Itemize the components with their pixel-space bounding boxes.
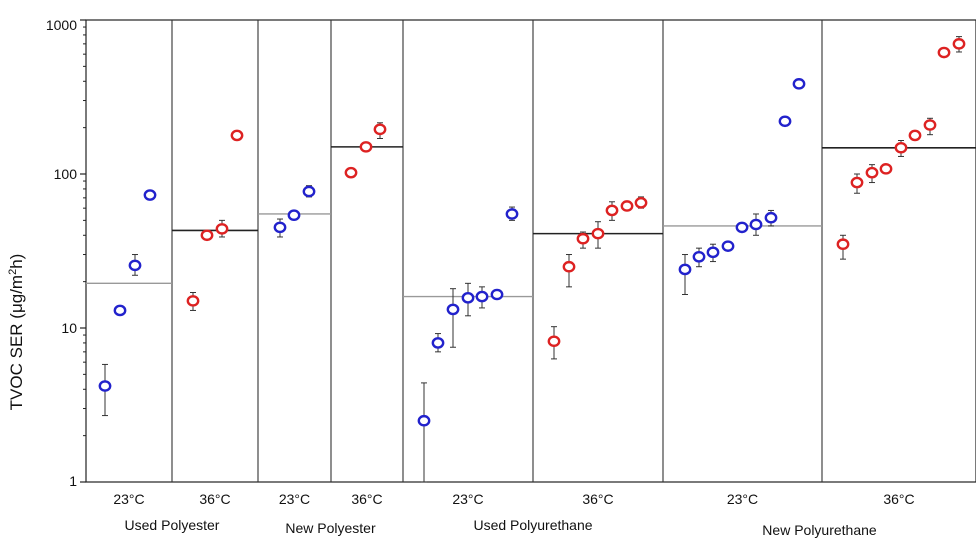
panel-temperature-label: 36°C [883, 491, 914, 507]
data-point-blue [735, 221, 749, 234]
group-label: Used Polyester [125, 517, 220, 533]
data-point-blue [721, 240, 735, 252]
group-label: New Polyester [285, 520, 376, 536]
group-label: Used Polyurethane [473, 517, 592, 533]
data-point-blue [490, 288, 504, 301]
data-point-red [373, 123, 387, 136]
y-tick-label: 100 [54, 166, 78, 182]
panel-temperature-label: 23°C [279, 491, 310, 507]
data-point-blue [287, 209, 301, 222]
data-point-red [344, 166, 358, 179]
data-point-blue [764, 211, 778, 224]
data-point-blue [113, 304, 127, 317]
data-point-red [850, 176, 864, 189]
data-point-red [836, 238, 850, 251]
panel-temperature-label: 23°C [452, 491, 483, 507]
data-point-red [186, 295, 200, 307]
data-point-red [952, 38, 966, 50]
plot-frame [85, 19, 976, 483]
data-point-red [605, 204, 619, 217]
data-point-blue [302, 185, 316, 198]
data-point-red [562, 260, 576, 273]
data-point-blue [446, 303, 460, 316]
data-point-red [620, 200, 634, 212]
data-point-red [359, 141, 373, 153]
data-point-red [200, 229, 214, 242]
y-tick-label: 10 [61, 320, 77, 336]
data-point-blue [431, 337, 445, 349]
y-axis-title: TVOC SER (μg/m2h) [7, 254, 26, 411]
data-point-red [879, 163, 893, 175]
data-point-red [547, 335, 561, 348]
panel-temperature-label: 23°C [727, 491, 758, 507]
plot-area: 1 10 100 1000 23°C 36°C 23°C 36°C 23°C 36°C 23°C 36… [46, 17, 976, 538]
data-point-red [215, 223, 229, 235]
data-point-red [865, 166, 879, 179]
data-point-red [923, 119, 937, 131]
data-point-blue [417, 414, 431, 427]
data-point-blue [143, 189, 157, 201]
data-point-blue [505, 208, 519, 220]
data-point-red [937, 46, 951, 59]
data-point-blue [128, 259, 142, 272]
y-axis-title-main: TVOC SER (μg/m [7, 275, 26, 410]
data-point-red [230, 129, 244, 142]
panel-temperature-label: 36°C [582, 491, 613, 507]
panel-temperature-label: 36°C [199, 491, 230, 507]
data-point-blue [273, 221, 287, 234]
y-axis-title-superscript: 2 [7, 269, 19, 275]
data-point-blue [792, 78, 806, 90]
group-label: New Polyurethane [762, 522, 877, 538]
data-point-red [591, 227, 605, 240]
data-point-blue [461, 292, 475, 304]
data-point-blue [749, 218, 763, 231]
data-point-blue [475, 290, 489, 303]
data-point-blue [678, 263, 692, 276]
y-axis-title-tail: h) [7, 254, 26, 269]
data-point-red [894, 141, 908, 154]
y-tick-label: 1000 [46, 17, 77, 33]
data-point-red [908, 129, 922, 142]
y-tick-label: 1 [69, 473, 77, 489]
data-point-red [576, 232, 590, 245]
panel-temperature-label: 36°C [351, 491, 382, 507]
data-point-blue [706, 246, 720, 259]
data-point-blue [692, 250, 706, 263]
data-point-blue [98, 380, 112, 392]
panel-temperature-label: 23°C [113, 491, 144, 507]
data-point-red [634, 197, 648, 209]
data-point-blue [778, 115, 792, 128]
